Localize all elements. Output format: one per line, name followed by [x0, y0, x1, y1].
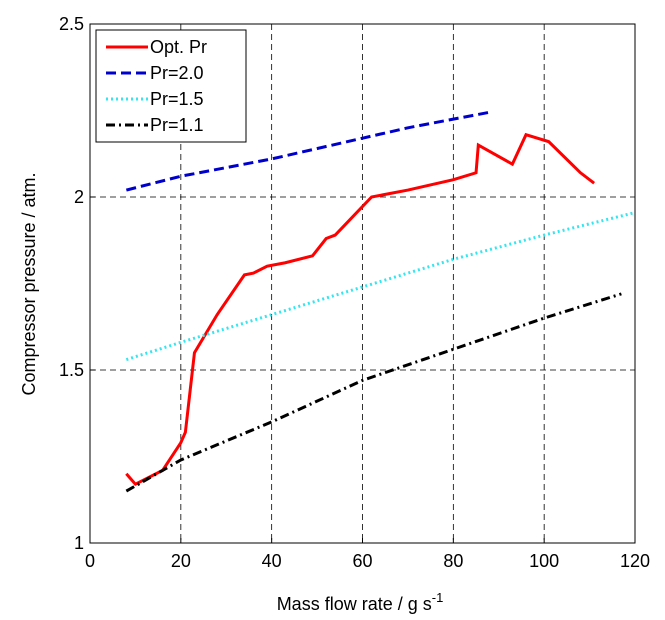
x-tick-label: 100: [529, 551, 559, 571]
x-axis-label-superscript: -1: [432, 590, 444, 605]
y-axis-label: Compressor pressure / atm.: [19, 172, 39, 395]
x-tick-label: 60: [352, 551, 372, 571]
y-tick-label: 1: [74, 533, 84, 553]
legend-box: [95, 29, 247, 143]
x-tick-label: 20: [171, 551, 191, 571]
plot-frame: [89, 23, 636, 544]
y-tick-label: 2: [74, 187, 84, 207]
x-axis-label: Mass flow rate / g s-1: [277, 590, 444, 614]
x-tick-label: 40: [262, 551, 282, 571]
legend-label: Pr=2.0: [150, 63, 204, 83]
legend-label: Pr=1.5: [150, 89, 204, 109]
x-tick-label: 0: [85, 551, 95, 571]
series-line: [125, 292, 622, 493]
y-tick-label: 2.5: [59, 14, 84, 34]
series-line: [125, 132, 596, 487]
x-tick-label: 80: [443, 551, 463, 571]
legend-label: Pr=1.1: [150, 115, 204, 135]
x-tick-label: 120: [620, 551, 650, 571]
y-tick-label: 1.5: [59, 360, 84, 380]
series-line: [125, 110, 490, 192]
series-line: [125, 211, 636, 362]
legend-label: Opt. Pr: [150, 37, 207, 57]
x-axis-label-text: Mass flow rate / g s: [277, 594, 432, 614]
